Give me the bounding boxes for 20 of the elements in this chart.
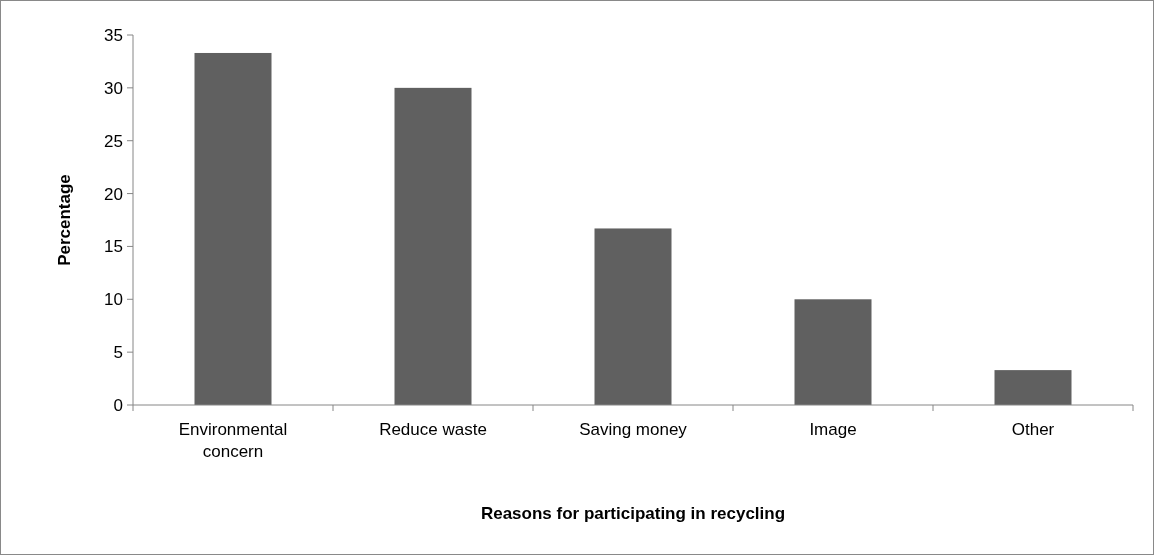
- bar: [394, 87, 472, 405]
- y-tick-label: 15: [104, 237, 123, 257]
- y-tick-label: 20: [104, 184, 123, 204]
- bar: [194, 52, 272, 405]
- x-tick-label: Image: [809, 420, 857, 439]
- y-tick-label: 10: [104, 290, 123, 310]
- y-tick-label: 30: [104, 78, 123, 98]
- y-tick-label: 35: [104, 25, 123, 45]
- bar: [794, 299, 872, 405]
- x-tick-label: Saving money: [579, 420, 688, 439]
- y-tick-label: 5: [113, 343, 123, 363]
- y-tick-label: 25: [104, 131, 123, 151]
- y-tick-label: 0: [113, 395, 123, 415]
- y-axis-title: Percentage: [55, 174, 74, 266]
- bar: [594, 228, 672, 405]
- x-axis-title: Reasons for participating in recycling: [480, 504, 786, 523]
- x-tick-label: Other: [1011, 420, 1055, 439]
- x-tick-label: Reduce waste: [379, 420, 487, 439]
- bar: [994, 370, 1072, 405]
- x-tick-label: Environmental concern: [178, 420, 288, 461]
